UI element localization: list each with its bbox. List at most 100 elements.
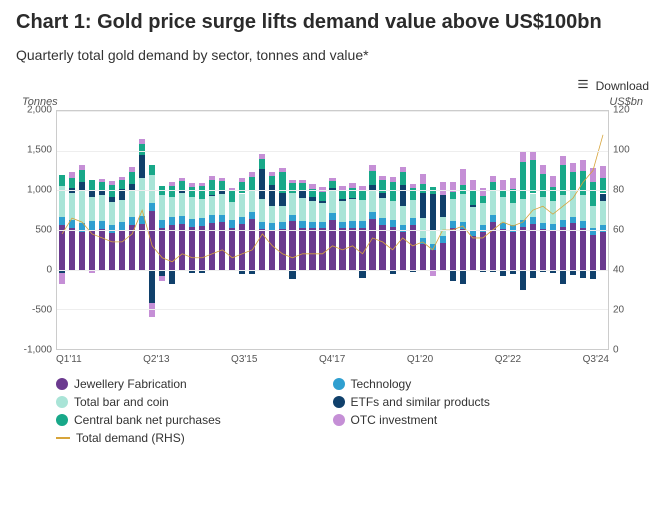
legend-item-total_line: Total demand (RHS) (56, 429, 333, 447)
bar-seg-bar_coin (199, 199, 205, 219)
bar-seg-etfs (430, 194, 436, 230)
bar-seg-bar_coin (269, 206, 275, 223)
x-tick: Q3'24 (583, 354, 609, 365)
bar-seg-central_bank (99, 182, 105, 190)
bar-seg-bar_coin (169, 197, 175, 218)
bar-seg-bar_coin (600, 201, 606, 225)
bar-seg-bar_coin (319, 203, 325, 222)
bar-seg-otc (500, 180, 506, 190)
y-tick-left: 1,500 (27, 144, 52, 155)
download-button[interactable]: Download (16, 77, 649, 94)
bar-seg-etfs (520, 270, 526, 291)
legend-label: Central bank net purchases (74, 413, 221, 427)
bar-seg-technology (229, 220, 235, 227)
bar-seg-jewellery (500, 229, 506, 269)
bar-seg-central_bank (570, 172, 576, 190)
legend-label: Technology (351, 377, 412, 391)
bar-seg-bar_coin (139, 178, 145, 216)
bar-seg-central_bank (249, 177, 255, 190)
y-axis-left: -1,000-50005001,0001,5002,000 (16, 110, 56, 350)
bar-seg-otc (520, 152, 526, 162)
bar-seg-central_bank (289, 183, 295, 193)
bar-seg-bar_coin (309, 201, 315, 222)
bar-seg-jewellery (269, 230, 275, 270)
bar-seg-etfs (289, 270, 295, 280)
bar-seg-jewellery (119, 230, 125, 270)
y-tick-right: 20 (613, 305, 624, 316)
bar-seg-central_bank (470, 190, 476, 205)
legend-swatch (56, 396, 68, 408)
bar-seg-jewellery (359, 228, 365, 270)
chart-area: -1,000-50005001,0001,5002,000 0204060801… (16, 110, 649, 350)
bar-seg-jewellery (239, 224, 245, 269)
bar-seg-jewellery (69, 228, 75, 269)
bar-seg-bar_coin (79, 190, 85, 223)
bar-seg-jewellery (329, 220, 335, 270)
bar-seg-jewellery (349, 228, 355, 270)
bar-seg-technology (319, 222, 325, 229)
bar-seg-etfs (470, 205, 476, 207)
bar-seg-otc (269, 172, 275, 177)
bar-seg-central_bank (149, 165, 155, 175)
bar-seg-otc (420, 174, 426, 184)
bar-seg-bar_coin (69, 193, 75, 220)
plot-area (56, 110, 609, 350)
y-tick-left: 2,000 (27, 105, 52, 116)
bar-seg-central_bank (329, 181, 335, 187)
bar-seg-technology (359, 221, 365, 228)
bar-seg-technology (430, 244, 436, 250)
bar-seg-otc (560, 156, 566, 165)
bar-seg-central_bank (129, 172, 135, 184)
bar-seg-jewellery (319, 228, 325, 269)
bar-seg-otc (349, 183, 355, 188)
bar-seg-technology (450, 221, 456, 228)
y-tick-left: 1,000 (27, 184, 52, 195)
bar-seg-etfs (580, 270, 586, 278)
legend-item-jewellery: Jewellery Fabrication (56, 375, 333, 393)
bar-seg-jewellery (369, 219, 375, 270)
bar-seg-bar_coin (239, 194, 245, 218)
bar-seg-bar_coin (149, 175, 155, 203)
bar-seg-etfs (590, 270, 596, 280)
bar-seg-jewellery (600, 232, 606, 270)
bar-seg-technology (570, 217, 576, 223)
bar-seg-otc (69, 172, 75, 178)
bar-seg-jewellery (520, 227, 526, 270)
download-label: Download (596, 79, 649, 93)
bar-seg-technology (520, 220, 526, 226)
bar-seg-central_bank (259, 159, 265, 169)
x-tick: Q2'22 (495, 354, 521, 365)
bar-seg-etfs (79, 182, 85, 190)
bar-seg-technology (249, 212, 255, 219)
bar-seg-jewellery (159, 228, 165, 269)
bar-seg-etfs (450, 270, 456, 281)
bar-seg-central_bank (390, 182, 396, 201)
bar-seg-technology (390, 220, 396, 227)
y-tick-right: 40 (613, 264, 624, 275)
bar-seg-central_bank (369, 171, 375, 185)
bar-seg-technology (289, 215, 295, 222)
bar-seg-central_bank (59, 175, 65, 186)
bar-seg-technology (490, 215, 496, 222)
bar-seg-central_bank (359, 191, 365, 201)
bar-seg-otc (199, 183, 205, 186)
bar-seg-jewellery (299, 228, 305, 270)
bar-seg-central_bank (89, 180, 95, 190)
bar-seg-bar_coin (490, 190, 496, 215)
bar-seg-central_bank (530, 160, 536, 193)
bar-seg-etfs (279, 193, 285, 206)
bar-seg-jewellery (410, 225, 416, 269)
bar-seg-bar_coin (510, 203, 516, 225)
bar-seg-bar_coin (89, 197, 95, 221)
bar-seg-bar_coin (329, 191, 335, 213)
bar-seg-otc (299, 180, 305, 183)
bar-seg-bar_coin (500, 197, 506, 222)
bar-seg-etfs (349, 198, 355, 200)
bar-seg-etfs (400, 185, 406, 206)
bar-seg-central_bank (349, 188, 355, 198)
bar-seg-jewellery (590, 235, 596, 270)
bar-seg-jewellery (309, 228, 315, 269)
bar-seg-technology (119, 222, 125, 230)
x-tick: Q2'13 (143, 354, 169, 365)
bar-seg-jewellery (109, 233, 115, 269)
